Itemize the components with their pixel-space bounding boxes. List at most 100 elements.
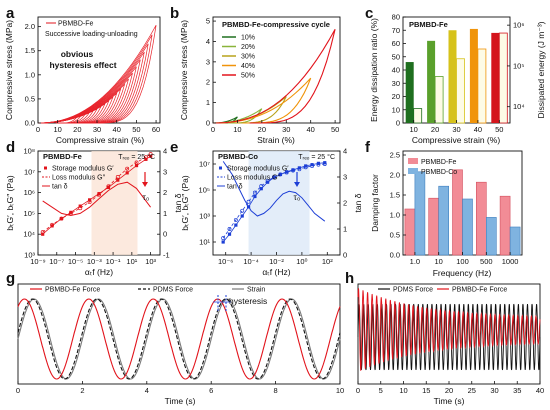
panel-h-x-tick-label: 35 — [513, 386, 521, 395]
panel-a-y-tick-label: 0.0 — [25, 119, 35, 128]
panel-e-x-tick-label: 10⁻⁴ — [243, 257, 259, 266]
panel-c-bar-energy — [498, 32, 508, 124]
panel-b-y-tick-label: 0 — [206, 119, 210, 128]
panel-a-x-tick-label: 30 — [93, 125, 101, 134]
panel-d-y-tick-label: 10⁵ — [24, 209, 35, 218]
panel-d-tan-line — [42, 181, 152, 217]
panel-c-x-tick-label: 30 — [452, 125, 460, 134]
panel-d-tau-label: τ₀ — [143, 192, 150, 202]
panel-h-series-line — [357, 303, 541, 371]
panel-b-legend-label: 40% — [241, 63, 255, 70]
panel-h-legend-label: PBMBD-Fe Force — [452, 287, 507, 294]
panel-f-bar — [438, 185, 450, 256]
panel-e-tan-line — [222, 161, 326, 222]
panel-f-x-tick-label: 500 — [480, 257, 493, 266]
panel-c-y-tick-label: 50 — [392, 52, 400, 61]
panel-d-y-tick-label: 10⁷ — [24, 167, 35, 176]
panel-c-bar-ratio — [427, 40, 436, 123]
panel-f-x-tick-label: 1.0 — [410, 257, 420, 266]
panel-a-x-tick-label: 50 — [132, 125, 140, 134]
panel-e-loss-point — [227, 227, 232, 231]
panel-h-x-tick-label: 20 — [445, 386, 453, 395]
panel-g-series-line — [17, 298, 341, 380]
panel-b-y-tick-label: 1 — [206, 98, 210, 107]
panel-g-xlabel: Time (s) — [165, 396, 196, 406]
panel-d-x-tick-label: 10³ — [145, 257, 156, 266]
panel-h-x-tick-label: 30 — [490, 386, 498, 395]
panel-a-x-tick-label: 10 — [54, 125, 62, 134]
panel-e-loss-point — [278, 172, 283, 177]
panel-c-y-tick-label: 20 — [392, 92, 400, 101]
panel-b-x-tick-label: 30 — [282, 125, 290, 134]
panel-e-yright-tick-label: 4 — [343, 147, 347, 156]
panel-d-x-tick-label: 10¹ — [126, 257, 137, 266]
panel-e-legend-swatch — [219, 166, 222, 170]
panel-c-bar-energy — [434, 76, 444, 124]
panel-f-bar — [475, 181, 487, 256]
panel-d-legend-swatch — [44, 166, 47, 170]
panel-e-legend-label: Storage modulus G′ — [227, 166, 289, 173]
panel-d-shaded-region — [91, 151, 138, 255]
panel-e-tau-arrow-head — [294, 182, 300, 187]
panel-h-x-tick-label: 5 — [379, 386, 383, 395]
panel-d-y-tick-label: 10⁶ — [24, 188, 35, 197]
panel-a-x-tick-label: 60 — [152, 125, 160, 134]
panel-g-x-tick-label: 10 — [336, 386, 344, 395]
panel-d-y-tick-label: 10³ — [24, 251, 35, 260]
panel-e-y-tick-label: 10¹ — [199, 238, 210, 247]
panel-f-bar — [428, 197, 440, 256]
panel-a-cycle-curve — [37, 25, 157, 124]
panel-g-legend-label: PDMS Force — [153, 287, 193, 294]
panel-f-ylabel: Damping factor — [370, 174, 380, 232]
panel-e-yright-tick-label: 1 — [343, 225, 347, 234]
panel-b-x-tick-label: 40 — [307, 125, 315, 134]
panel-c-y-tick-label: 60 — [392, 39, 400, 48]
panel-c-yright-tick-label: 10⁵ — [513, 61, 524, 70]
panel-g-x-tick-label: 8 — [274, 386, 278, 395]
panel-a-legend-label: PBMBD-Fe — [58, 21, 94, 28]
panel-a-y-tick-label: 2.0 — [25, 22, 35, 31]
panel-h-x-tick-label: 15 — [422, 386, 430, 395]
panel-c-title: PBMBD-Fe — [409, 20, 448, 29]
panel-c-x-tick-label: 10 — [410, 125, 418, 134]
panel-c-x-tick-label: 20 — [431, 125, 439, 134]
panel-e-storage-line — [222, 162, 325, 243]
panel-d-xlabel: αₜf (Hz) — [85, 267, 113, 277]
panel-e-ylabel-right: tan δ — [353, 193, 363, 212]
panel-b-legend-label: 20% — [241, 44, 255, 51]
panel-d-ylabel: bₜG′, bₜG″ (Pa) — [5, 175, 15, 231]
panel-e-loss-point — [240, 208, 245, 213]
panel-g-x-tick-label: 4 — [145, 386, 149, 395]
panel-c-yright-tick-label: 10⁴ — [513, 102, 525, 111]
panel-a-x-tick-label: 20 — [73, 125, 81, 134]
panel-letter-h: h — [345, 270, 354, 287]
panel-letter-a: a — [6, 5, 15, 22]
panel-f-y-tick-label: 1.0 — [390, 211, 400, 220]
panel-b-legend-label: 10% — [241, 35, 255, 42]
panel-b-x-tick-label: 0 — [211, 125, 215, 134]
panel-f-bar — [452, 169, 463, 256]
panel-d-x-tick-label: 10⁻⁵ — [68, 257, 83, 266]
panel-c-y-tick-label: 40 — [392, 66, 400, 75]
panel-f-x-tick-label: 10 — [435, 257, 443, 266]
panel-b-y-tick-label: 5 — [206, 17, 210, 26]
panel-b-x-tick-label: 10 — [233, 125, 241, 134]
panel-f-bar — [404, 208, 416, 256]
panel-d-yright-tick-label: -1 — [163, 251, 170, 260]
panel-e-x-tick-label: 10⁰ — [296, 257, 307, 266]
panel-e-yright-tick-label: 2 — [343, 199, 347, 208]
panel-d-annotation: Tᵣₑₒ = 25 °C — [118, 153, 155, 161]
panel-f-x-tick-label: 100 — [456, 257, 469, 266]
panel-b-frame — [212, 16, 341, 124]
panel-e-loss-point — [246, 199, 251, 204]
panel-e-y-tick-label: 10³ — [199, 212, 210, 221]
panel-d-title: PBMBD-Fe — [43, 152, 82, 161]
panel-f-bar — [414, 171, 426, 256]
panel-b-y-tick-label: 4 — [206, 37, 210, 46]
panel-g-legend-label: PBMBD-Fe Force — [45, 287, 100, 294]
panel-g-series-line — [17, 298, 341, 380]
panel-d-legend-label: Storage modulus G′ — [52, 166, 114, 173]
panel-d-legend-label: Loss modulus G″ — [52, 175, 106, 182]
panel-f-bar — [499, 195, 511, 256]
